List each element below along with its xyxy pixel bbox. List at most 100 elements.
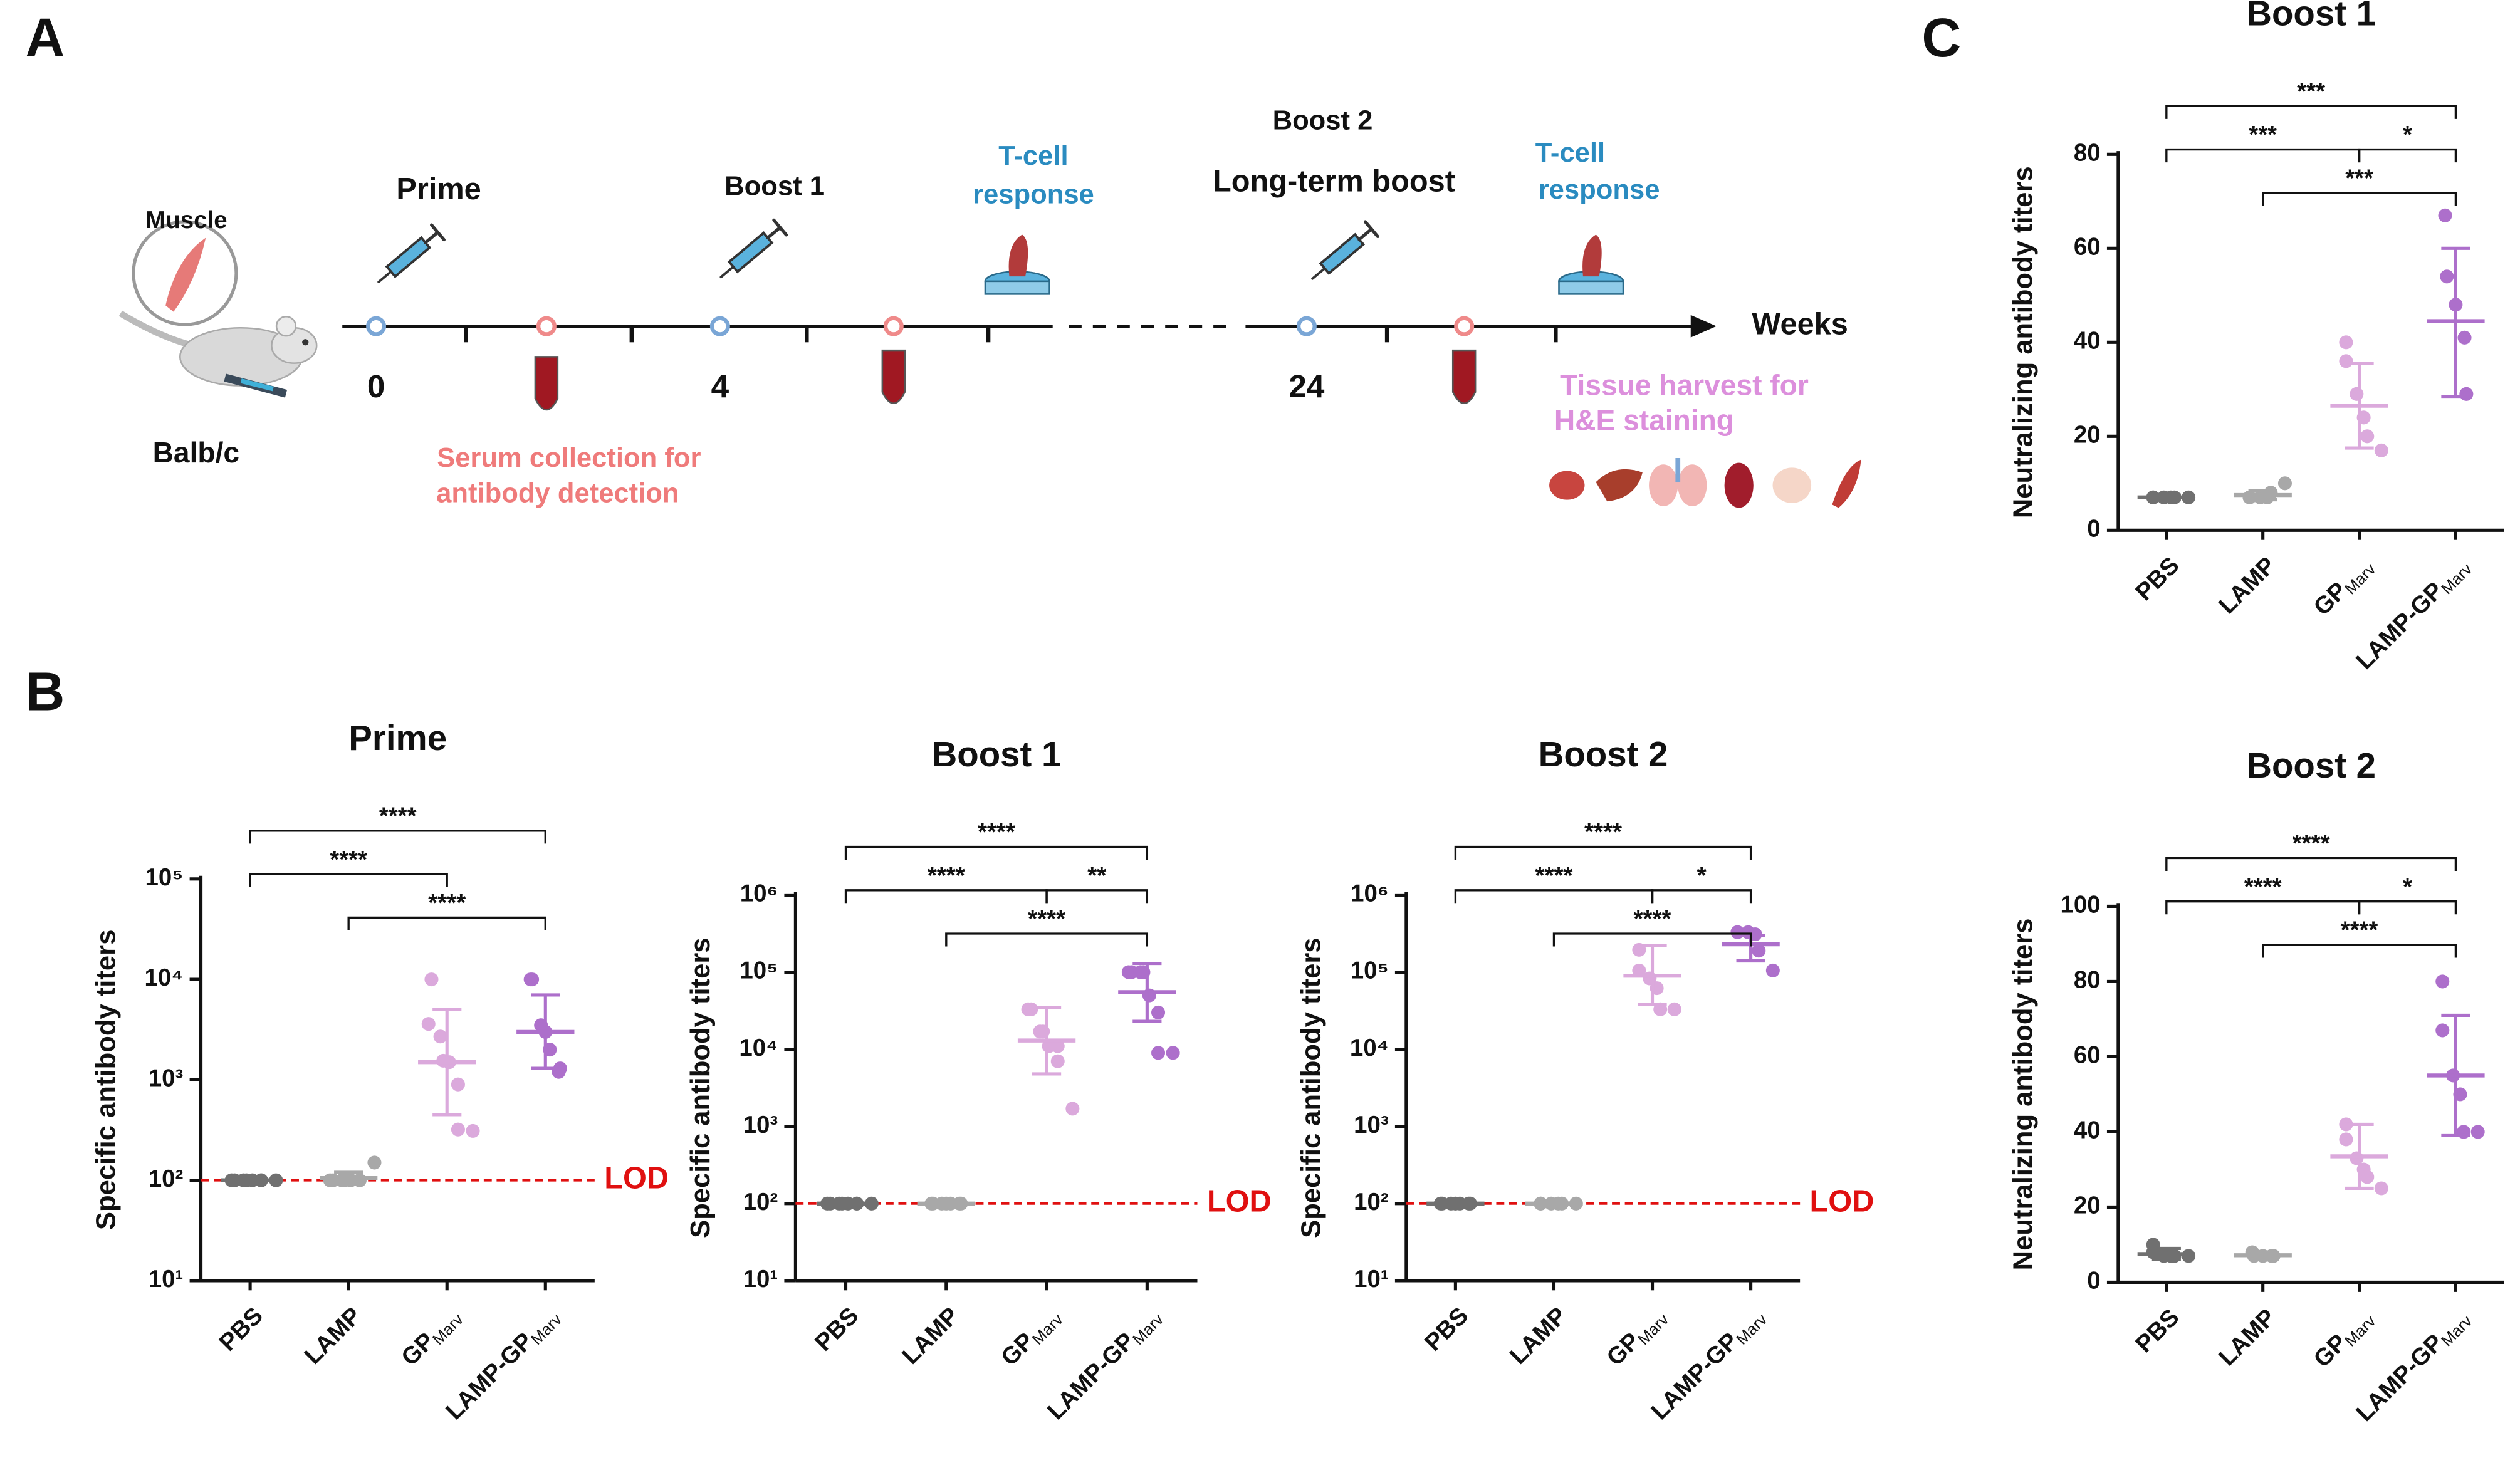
y-tick-label: 10³ [1354, 1112, 1389, 1139]
timeline-axis-label: Weeks [1752, 308, 1848, 341]
y-axis-label: Neutralizing antibody titers [2009, 166, 2039, 518]
significance-bracket [844, 889, 1048, 904]
category-name: LAMP [1505, 1302, 1572, 1369]
lod-label: LOD [1207, 1185, 1272, 1219]
data-point [2459, 387, 2474, 401]
category-name: LAMP-GP [441, 1328, 538, 1425]
event-label: T-cell [998, 141, 1068, 171]
week-label: 0 [367, 368, 385, 404]
chart-title: Prime [348, 718, 447, 758]
significance-label: **** [978, 819, 1015, 846]
y-tick-label: 10⁴ [145, 964, 184, 991]
data-point [2277, 476, 2292, 491]
y-tick-label: 10⁴ [1350, 1034, 1389, 1061]
y-axis-label: Specific antibody titers [91, 930, 121, 1230]
chart-title: Boost 2 [2246, 746, 2376, 785]
data-point [2360, 429, 2375, 444]
data-point [2339, 354, 2353, 368]
y-tick-label: 10¹ [149, 1266, 184, 1293]
event-note: antibody detection [436, 478, 679, 508]
y-tick-label: 0 [2087, 1268, 2100, 1295]
data-point [2435, 974, 2450, 989]
event-label: Prime [396, 172, 481, 206]
data-point [1050, 1039, 1065, 1053]
y-tick-label: 10² [1354, 1189, 1389, 1216]
y-tick-label: 10³ [743, 1112, 778, 1139]
significance-label: *** [2345, 165, 2373, 192]
data-point [1667, 1002, 1681, 1016]
category-name: LAMP-GP [1042, 1328, 1140, 1425]
y-tick-label: 40 [2074, 327, 2101, 354]
significance-bracket [1454, 845, 1752, 860]
significance-bracket [2165, 148, 2361, 163]
significance-label: ** [1087, 862, 1106, 889]
data-point [2440, 269, 2454, 284]
x-tick-label: GPMarv [2309, 1304, 2380, 1375]
x-tick-label: PBS [1419, 1302, 1473, 1356]
significance-label: **** [2244, 873, 2282, 900]
data-point [2438, 208, 2452, 222]
schematic-label: Muscle [145, 207, 227, 234]
x-tick-label: GPMarv [396, 1302, 467, 1373]
y-tick-label: 20 [2074, 1192, 2101, 1219]
data-point [421, 1017, 436, 1031]
data-point [2374, 1181, 2388, 1196]
event-label: Boost 1 [724, 172, 825, 202]
lod-label: LOD [604, 1162, 669, 1196]
y-tick-label: 80 [2074, 967, 2101, 994]
data-point [2360, 1170, 2375, 1184]
significance-bracket [249, 830, 546, 844]
data-point [1151, 1005, 1166, 1019]
x-tick-label: GPMarv [996, 1302, 1067, 1373]
x-tick-label: LAMP [1505, 1302, 1572, 1369]
significance-label: * [2403, 122, 2412, 149]
schematic-label: Balb/c [153, 436, 239, 469]
data-point [367, 1155, 382, 1170]
data-point [523, 972, 538, 987]
data-point [424, 972, 439, 987]
y-tick-label: 100 [2061, 892, 2101, 919]
significance-bracket [844, 845, 1149, 860]
significance-label: **** [1535, 862, 1573, 889]
week-label: 24 [1289, 368, 1325, 404]
y-tick-label: 60 [2074, 1042, 2101, 1069]
y-tick-label: 10⁵ [1351, 957, 1389, 984]
data-point [2470, 1125, 2485, 1139]
data-point [1151, 1046, 1166, 1060]
significance-label: **** [330, 847, 367, 873]
x-tick-label: LAMP [2214, 552, 2281, 619]
category-name: LAMP [300, 1302, 367, 1369]
y-axis-label: Specific antibody titers [686, 937, 716, 1238]
significance-bracket [2165, 900, 2361, 915]
category-name: PBS [2130, 1304, 2184, 1358]
significance-bracket [1552, 932, 1752, 947]
y-axis-label: Neutralizing antibody titers [2009, 919, 2039, 1271]
x-tick-label: GPMarv [1602, 1302, 1673, 1373]
y-tick-label: 60 [2074, 233, 2101, 260]
data-point [466, 1123, 480, 1138]
x-tick-label: GPMarv [2309, 552, 2380, 623]
panel-label: A [25, 8, 65, 68]
significance-label: **** [928, 862, 965, 889]
data-point [2435, 1023, 2450, 1038]
mouse-icon [118, 220, 318, 398]
data-point [451, 1122, 465, 1137]
significance-label: **** [2293, 830, 2330, 857]
y-tick-label: 80 [2074, 139, 2101, 166]
significance-bracket [2165, 105, 2457, 119]
data-point [2457, 330, 2472, 345]
y-tick-label: 10⁶ [1351, 880, 1388, 907]
x-tick-label: PBS [2130, 552, 2184, 606]
y-tick-label: 10⁵ [740, 957, 778, 984]
significance-label: **** [379, 803, 417, 830]
data-point [1752, 944, 1766, 958]
y-tick-label: 10² [149, 1165, 184, 1192]
significance-bracket [1045, 889, 1149, 904]
y-tick-label: 10⁶ [740, 880, 778, 907]
x-tick-label: PBS [2130, 1304, 2184, 1358]
significance-label: * [2403, 873, 2412, 900]
chart: Boost 2 Specific antibody titers 10¹ 10² 10³… [1297, 734, 1874, 1425]
y-tick-label: 10⁴ [739, 1034, 778, 1061]
event-note: H&E staining [1554, 404, 1734, 437]
